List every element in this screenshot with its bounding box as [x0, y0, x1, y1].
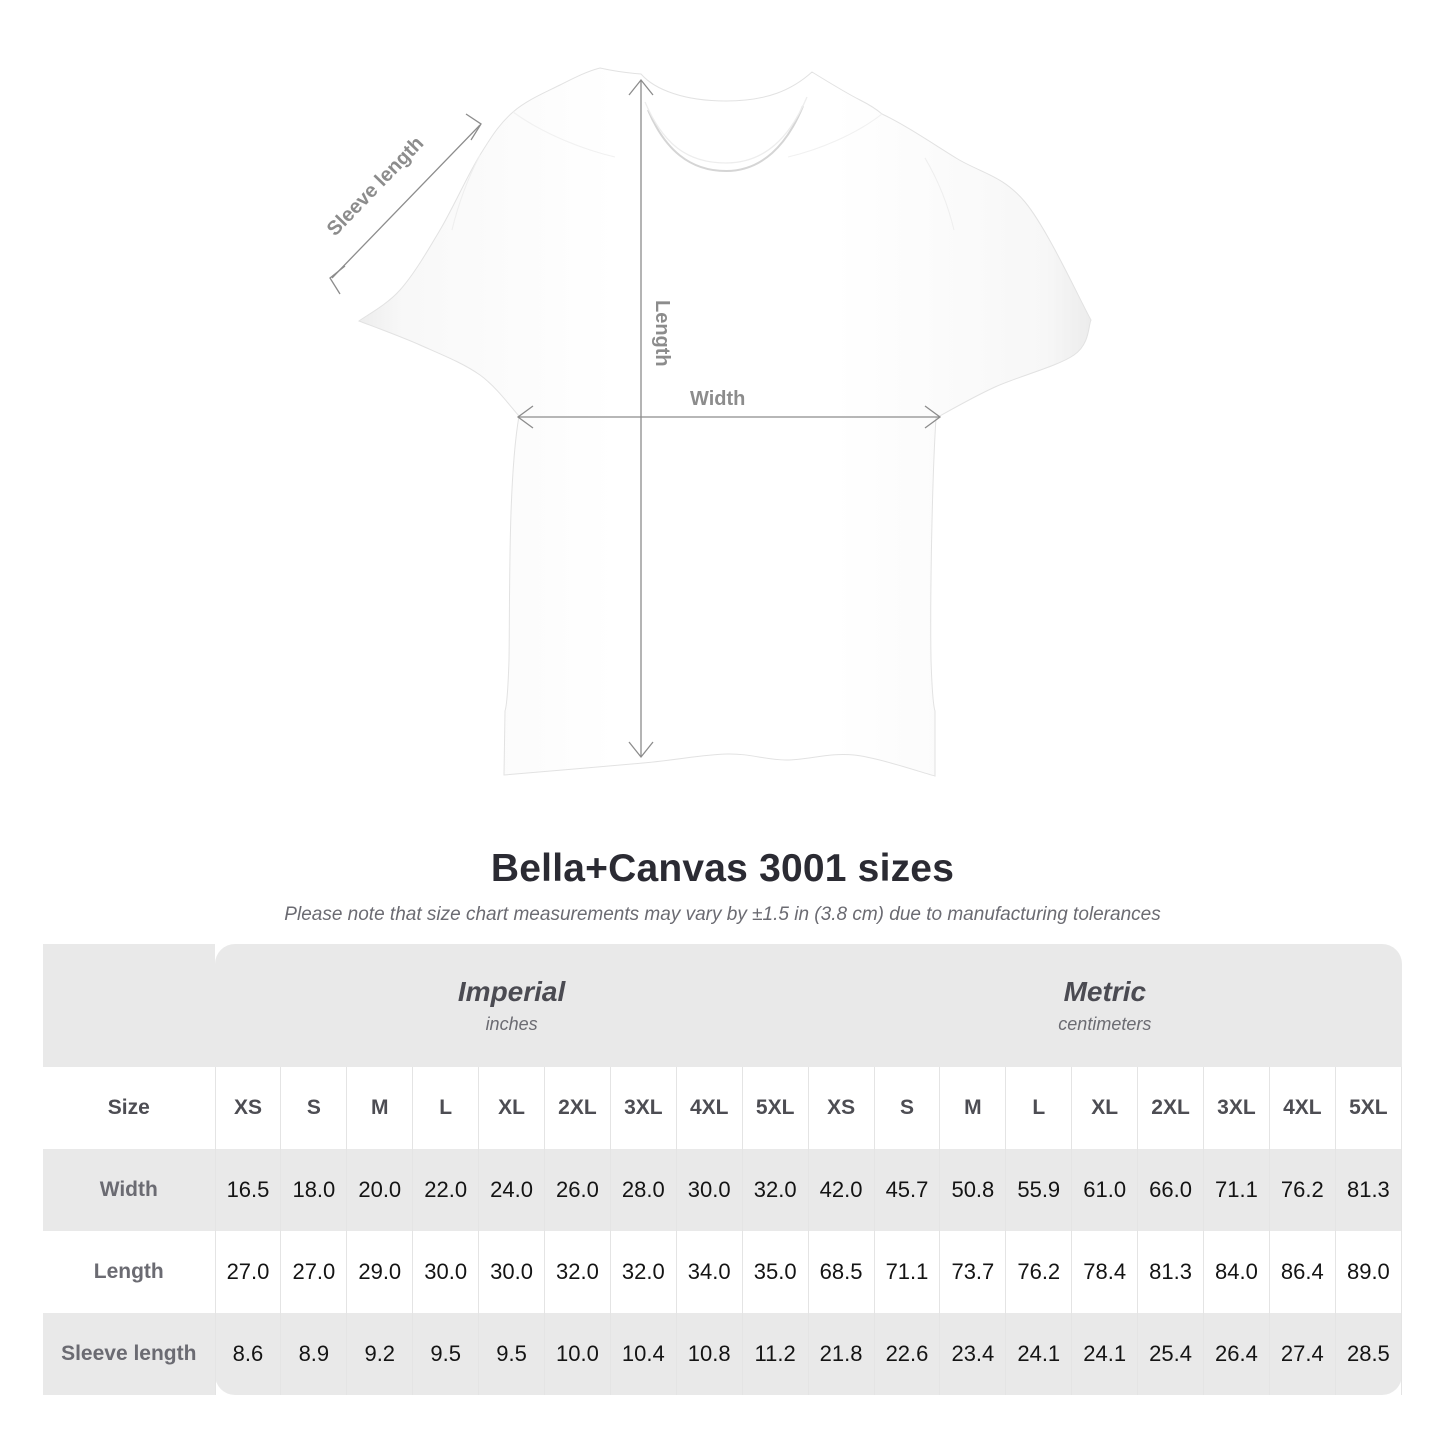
svg-text:Sleeve length: Sleeve length: [323, 132, 428, 240]
svg-text:Width: Width: [690, 388, 745, 410]
svg-text:Length: Length: [651, 300, 673, 367]
